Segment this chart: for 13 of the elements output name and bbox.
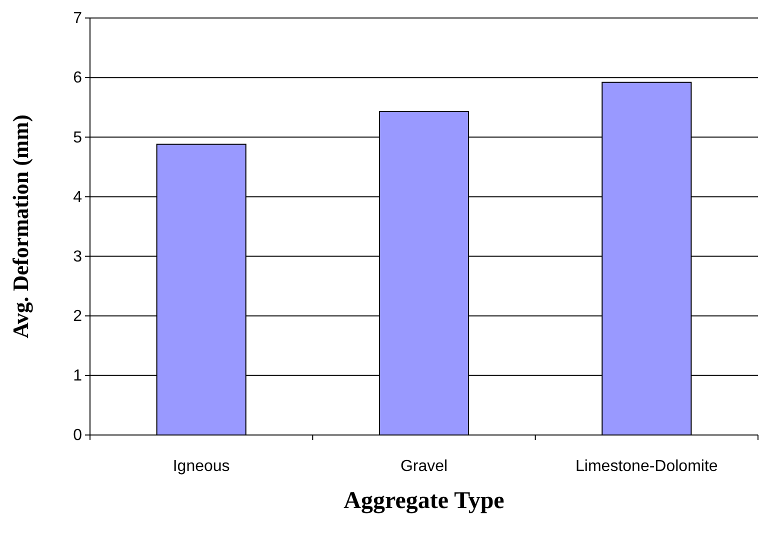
y-tick-label: 5 <box>73 129 82 146</box>
y-tick-label: 2 <box>73 308 82 325</box>
y-tick-label: 0 <box>73 427 82 444</box>
x-tick-label: Gravel <box>400 458 448 475</box>
y-tick-label: 7 <box>73 10 82 28</box>
y-axis-title: Avg. Deformation (mm) <box>8 114 33 338</box>
y-tick-label: 4 <box>73 188 82 206</box>
y-tick-label: 6 <box>73 70 82 87</box>
x-tick-label: Limestone-Dolomite <box>576 458 718 475</box>
x-tick-label: Igneous <box>172 458 230 475</box>
x-axis-title: Aggregate Type <box>344 488 505 514</box>
y-tick-label: 3 <box>73 248 82 266</box>
y-tick-label: 1 <box>73 368 82 385</box>
